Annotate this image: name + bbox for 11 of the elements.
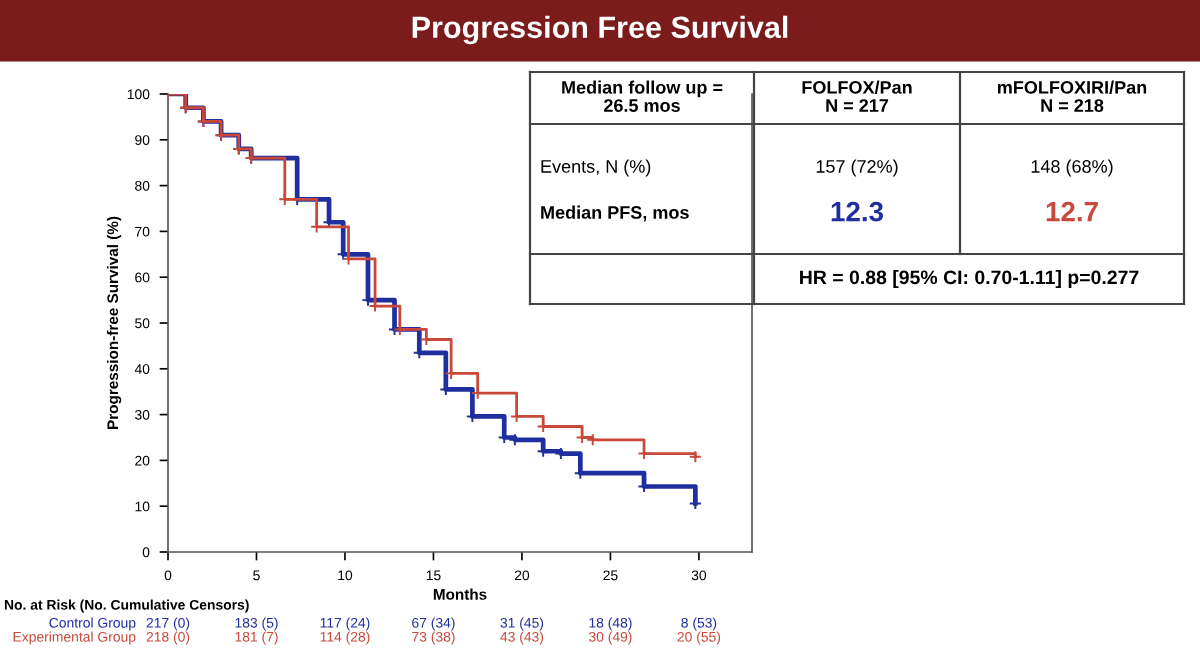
chart-title: Progression Free Survival: [412, 15, 788, 45]
text: 148 (68%): [1031, 159, 1113, 177]
text: HR = 0.88 [95% CI: 0.70-1.11] p=0.277: [800, 269, 1139, 289]
text: 12.7: [1046, 201, 1098, 222]
text: 157 (72%): [816, 159, 898, 177]
text: 12.3: [831, 201, 884, 222]
text: mFOLFOXIRI/Pan N = 218: [997, 80, 1147, 112]
text: FOLFOX/Pan N = 217: [802, 80, 912, 112]
annotation: Events, N (%): [541, 159, 651, 177]
annotation: Median PFS, mos: [541, 205, 689, 222]
annotation: Median follow up = 26.5 mos: [562, 80, 723, 112]
